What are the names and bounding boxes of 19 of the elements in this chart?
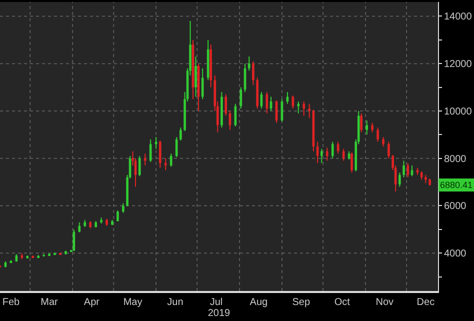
x-tick-label: Dec: [416, 297, 435, 308]
y-tick-label: 12000: [444, 59, 472, 70]
x-tick-label: Sep: [292, 297, 310, 308]
y-tick-label: 10000: [444, 106, 472, 118]
x-tick-label: May: [123, 297, 142, 308]
annotation: 6880.41: [440, 180, 473, 190]
y-tick-label: 4000: [444, 248, 467, 260]
x-tick-label: Jun: [167, 297, 184, 308]
x-tick-label: Feb: [2, 297, 20, 308]
x-tick-label: Mar: [40, 297, 59, 308]
y-tick-label: 6000: [444, 201, 467, 212]
x-tick-label: Nov: [376, 297, 394, 308]
x-tick-label: Apr: [84, 297, 100, 308]
y-tick-label: 14000: [444, 12, 472, 23]
x-axis-title: 2019: [208, 308, 231, 319]
y-tick-label: 8000: [444, 154, 467, 165]
x-tick-label: Oct: [334, 297, 350, 308]
x-tick-label: Aug: [250, 297, 268, 308]
x-tick-label: Jul: [210, 297, 223, 308]
